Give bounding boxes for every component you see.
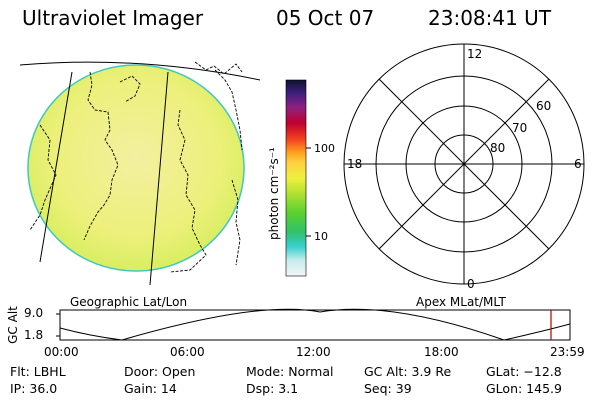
colorbar: 100 10 photon cm⁻²s⁻¹ bbox=[267, 79, 335, 277]
colorbar-unit-label: photon cm⁻²s⁻¹ bbox=[267, 147, 281, 240]
mlat-label: 80 bbox=[490, 141, 505, 155]
colorbar-gradient bbox=[285, 79, 307, 277]
coastline-trace bbox=[231, 179, 241, 266]
altitude-plot bbox=[56, 308, 571, 341]
mlat-label: 70 bbox=[512, 121, 527, 135]
coastline-trace bbox=[29, 124, 57, 231]
altitude-ytick-label: 1.8 bbox=[24, 328, 44, 342]
filter-info: Flt: LBHL bbox=[10, 364, 66, 379]
lat-grid-line bbox=[19, 61, 261, 81]
colorbar-tick-label: 10 bbox=[314, 230, 328, 243]
polar-spoke bbox=[378, 78, 550, 250]
uv-image-disk bbox=[27, 64, 245, 272]
mlt-label-bottom: 0 bbox=[467, 277, 475, 291]
dsp-info: Dsp: 3.1 bbox=[246, 381, 299, 396]
coastline-trace bbox=[169, 109, 207, 273]
lon-grid-line bbox=[39, 71, 73, 263]
polar-plot: 12 0 18 6 60 70 80 bbox=[343, 43, 585, 291]
coastline-trace bbox=[214, 69, 243, 151]
mode-info: Mode: Normal bbox=[246, 364, 334, 379]
door-info: Door: Open bbox=[124, 364, 196, 379]
coastline-trace bbox=[119, 75, 141, 103]
time-label: 23:08:41 UT bbox=[428, 6, 552, 30]
mlt-label-left: 18 bbox=[347, 157, 362, 171]
mlt-label-top: 12 bbox=[467, 47, 482, 61]
ip-info: IP: 36.0 bbox=[10, 381, 58, 396]
altitude-xtick-label: 23:59 bbox=[550, 345, 585, 359]
altitude-ytick-label: 9.0 bbox=[24, 306, 44, 320]
altitude-ylabel: GC Alt bbox=[5, 306, 20, 344]
altitude-xtick-label: 06:00 bbox=[170, 345, 205, 359]
altitude-curve bbox=[59, 308, 571, 341]
altitude-xtick-label: 12:00 bbox=[296, 345, 331, 359]
colorbar-tick-label: 100 bbox=[314, 142, 335, 155]
polar-caption: Apex MLat/MLT bbox=[416, 295, 506, 309]
gc-alt-info: GC Alt: 3.9 Re bbox=[364, 364, 452, 379]
uv-image-panel bbox=[19, 61, 261, 286]
altitude-plot-frame bbox=[59, 309, 571, 341]
coastline-trace bbox=[194, 61, 243, 75]
gain-info: Gain: 14 bbox=[124, 381, 177, 396]
mlat-label: 60 bbox=[536, 99, 551, 113]
lon-grid-line bbox=[149, 71, 169, 286]
altitude-xtick-label: 00:00 bbox=[44, 345, 79, 359]
map-caption: Geographic Lat/Lon bbox=[70, 295, 188, 309]
glat-info: GLat: −12.8 bbox=[486, 364, 562, 379]
seq-info: Seq: 39 bbox=[364, 381, 412, 396]
glon-info: GLon: 145.9 bbox=[486, 381, 562, 396]
mlt-label-right: 6 bbox=[574, 157, 582, 171]
instrument-title: Ultraviolet Imager bbox=[22, 6, 204, 30]
date-label: 05 Oct 07 bbox=[276, 6, 375, 30]
coastline-trace bbox=[83, 71, 119, 241]
altitude-xtick-label: 18:00 bbox=[424, 345, 459, 359]
